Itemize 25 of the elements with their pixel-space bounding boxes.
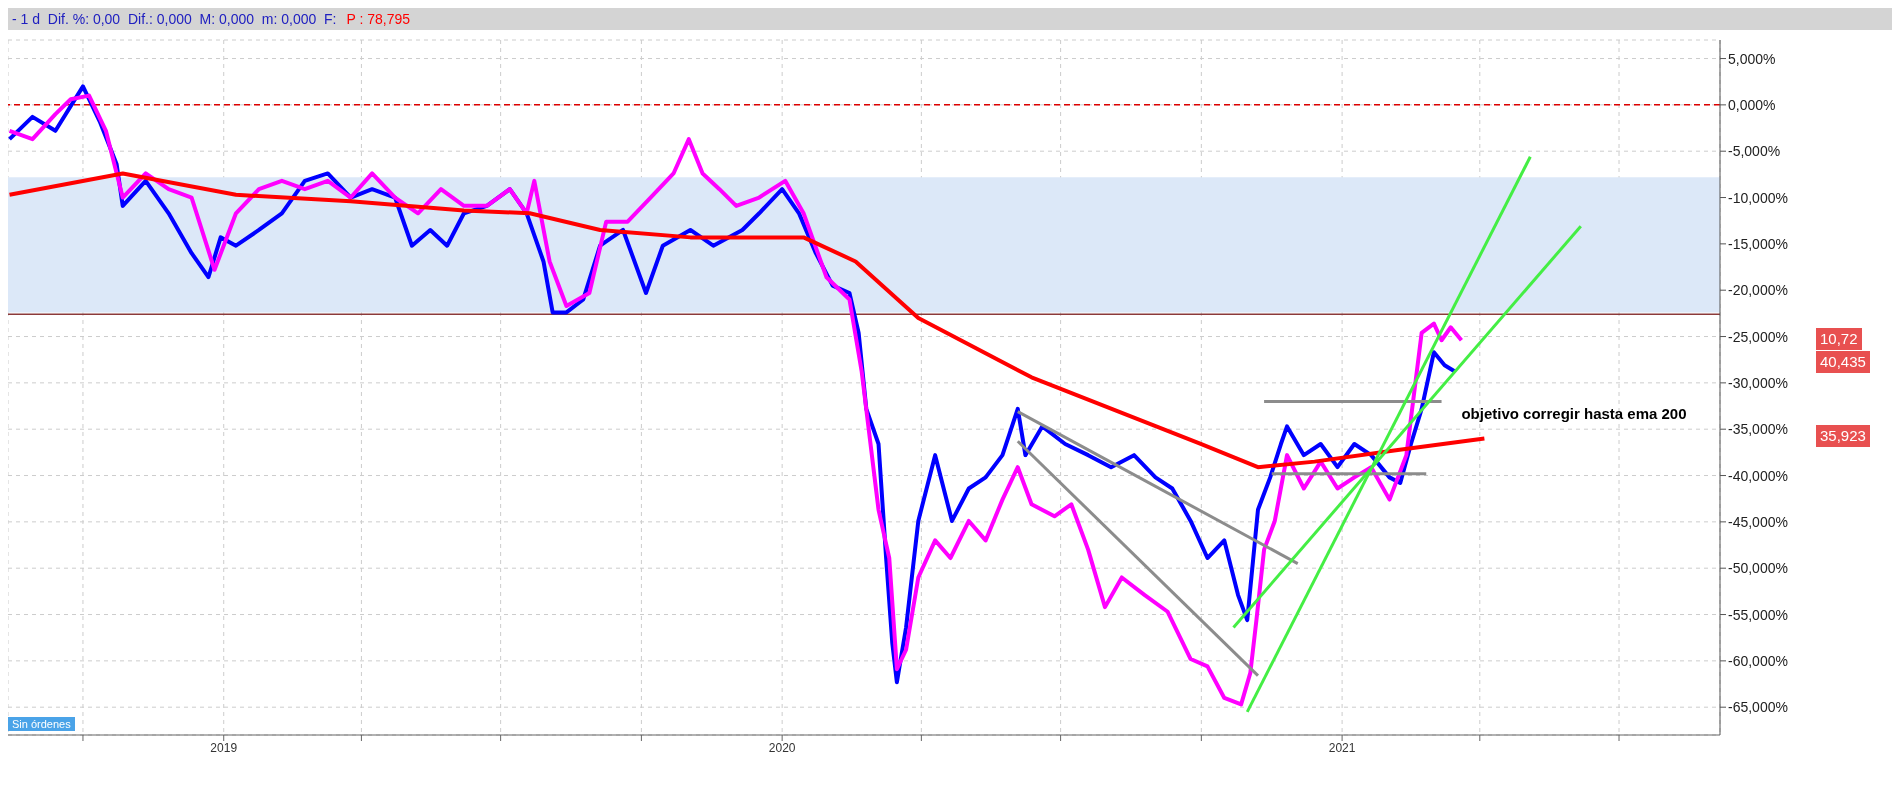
y-tick-label: -65,000% <box>1728 699 1788 716</box>
chart-title: - 1 d Dif. %: 0,00 Dif.: 0,000 M: 0,000 m: 0,000 F: <box>12 11 337 27</box>
text: 10,72 <box>1816 328 1862 351</box>
y-tick-label: -10,000% <box>1728 189 1788 206</box>
x-tick-label: 2019 <box>210 740 238 755</box>
y-tick-label: 0,000% <box>1728 96 1776 113</box>
y-tick-label: -15,000% <box>1728 235 1788 252</box>
chart-subtitle: P : 78,795 <box>346 11 411 27</box>
y-tick-label: -50,000% <box>1728 560 1788 577</box>
y-tick-label: -5,000% <box>1728 143 1781 160</box>
text: 35,923 <box>1816 424 1870 447</box>
y-tick-label: -20,000% <box>1728 282 1788 299</box>
y-tick-label: -40,000% <box>1728 467 1788 484</box>
y-tick-label: -55,000% <box>1728 606 1788 623</box>
y-tick-label: -30,000% <box>1728 374 1788 391</box>
y-tick-label: 5,000% <box>1728 50 1776 67</box>
x-tick-label: 2021 <box>1328 740 1356 755</box>
y-tick-label: -25,000% <box>1728 328 1788 345</box>
annotation: Sin órdenes <box>8 717 75 731</box>
y-tick-label: -60,000% <box>1728 652 1788 669</box>
x-tick-label: 2020 <box>768 740 796 755</box>
text: 40,435 <box>1816 351 1870 374</box>
annotation: objetivo corregir hasta ema 200 <box>1461 405 1687 423</box>
y-tick-label: -45,000% <box>1728 513 1788 530</box>
y-tick-label: -35,000% <box>1728 421 1788 438</box>
